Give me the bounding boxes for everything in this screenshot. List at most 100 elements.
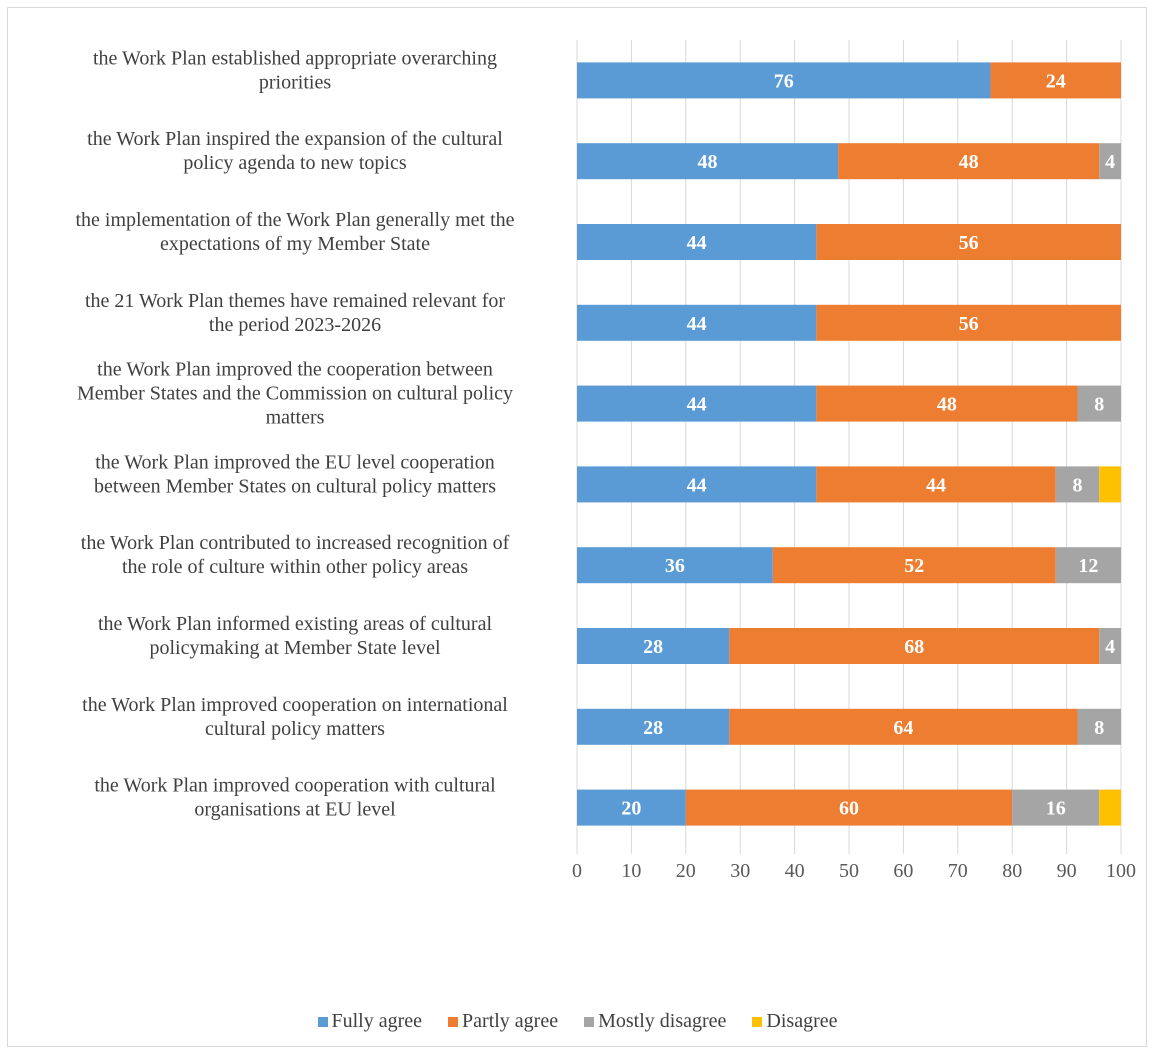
category-label-line: matters [266,407,325,429]
data-label: 44 [926,474,946,496]
data-label: 24 [1046,70,1066,92]
legend-item: Disagree [752,1010,838,1033]
category-label-line: the Work Plan informed existing areas of… [98,613,492,635]
legend-swatch [317,1016,328,1027]
x-tick-label: 50 [839,860,859,882]
bar-segment-mostly-disagree [1099,143,1121,180]
bar-segment-fully-agree [577,385,817,422]
x-tick-label: 60 [893,860,913,882]
bar-segment-fully-agree [577,304,817,341]
category-label: the Work Plan improved cooperation on in… [82,694,508,740]
data-label: 4 [1105,151,1115,173]
data-label: 28 [643,717,663,739]
category-label-line: policy agenda to new topics [183,152,406,174]
category-label-line: the implementation of the Work Plan gene… [75,209,514,231]
x-tick-label: 20 [676,860,696,882]
data-label: 56 [959,232,979,254]
data-label: 8 [1094,394,1104,416]
data-label: 48 [959,151,979,173]
legend-label: Partly agree [462,1010,559,1032]
data-label: 48 [698,151,718,173]
legend-swatch [448,1016,459,1027]
category-label: the Work Plan informed existing areas of… [98,613,492,659]
data-label: 44 [687,313,707,335]
category-labels: the Work Plan established appropriate ov… [75,47,514,820]
category-label-line: organisations at EU level [194,799,396,821]
x-tick-label: 10 [621,860,641,882]
data-label: 48 [937,394,957,416]
chart-frame [7,7,1147,1047]
data-label: 44 [687,394,707,416]
bar-segment-partly-agree [816,304,1121,341]
bar-segment-mostly-disagree [1055,466,1100,503]
data-label: 8 [1072,474,1082,496]
legend-label: Mostly disagree [598,1010,727,1032]
bar-segment-fully-agree [577,547,773,584]
bar-segment-mostly-disagree [1055,547,1121,584]
data-label: 4 [1105,636,1115,658]
x-tick-label: 100 [1106,860,1136,882]
legend: Fully agree Partly agree Mostly disagree Di… [0,1010,1155,1033]
data-label: 16 [1046,798,1066,820]
bar-segment-fully-agree [577,789,686,826]
bar-segment-mostly-disagree [1077,385,1121,422]
category-label: the Work Plan improved the EU level coop… [94,451,496,497]
category-label-line: expectations of my Member State [160,233,430,255]
category-label: the Work Plan improved the cooperation b… [77,359,513,429]
data-label: 44 [687,474,707,496]
data-label: 60 [839,798,859,820]
x-tick-label: 0 [572,860,582,882]
x-tick-label: 70 [948,860,968,882]
category-label-line: cultural policy matters [205,718,385,740]
legend-item: Partly agree [448,1010,558,1033]
x-tick-label: 90 [1057,860,1077,882]
bar-segment-mostly-disagree [1012,789,1100,826]
data-label: 8 [1094,717,1104,739]
bar-segment-partly-agree [729,708,1078,745]
bar-segment-fully-agree [577,628,730,664]
bar-segment-fully-agree [577,224,817,260]
bar-segment-partly-agree [816,385,1078,422]
bar-segment-disagree [1099,789,1121,826]
bar-segment-partly-agree [816,466,1056,503]
data-label: 28 [643,636,663,658]
category-label-line: the role of culture within other policy … [122,556,468,578]
category-label-line: the Work Plan improved the EU level coop… [95,451,495,473]
category-label-line: the Work Plan improved the cooperation b… [97,359,493,381]
data-label: 56 [959,313,979,335]
category-label-line: Member States and the Commission on cult… [77,383,513,405]
bar-segment-partly-agree [816,224,1121,260]
bar-segment-partly-agree [838,143,1100,180]
x-tick-label: 80 [1002,860,1022,882]
data-label: 44 [687,232,707,254]
data-label: 52 [904,555,924,577]
category-label-line: priorities [259,71,331,93]
category-label: the Work Plan contributed to increased r… [81,532,510,578]
category-label-line: the Work Plan established appropriate ov… [93,47,497,69]
bar-segment-fully-agree [577,143,839,180]
legend-swatch [584,1016,595,1027]
bar-segment-mostly-disagree [1077,708,1121,745]
data-label: 76 [774,70,794,92]
bar-segment-partly-agree [772,547,1056,584]
category-label-line: the Work Plan inspired the expansion of … [87,128,503,150]
data-label: 68 [904,636,924,658]
bar-segment-partly-agree [729,628,1100,664]
category-label-line: policymaking at Member State level [149,637,440,659]
category-label: the Work Plan inspired the expansion of … [87,128,503,174]
data-label: 64 [893,717,913,739]
legend-label: Fully agree [331,1010,423,1032]
x-tick-label: 30 [730,860,750,882]
data-label: 36 [665,555,685,577]
legend-item: Fully agree [317,1010,423,1033]
bar-segment-fully-agree [577,62,991,99]
category-label: the 21 Work Plan themes have remained re… [85,290,505,336]
category-label: the Work Plan improved cooperation with … [94,775,496,821]
category-label-line: the Work Plan improved cooperation with … [94,775,496,797]
bar-segment-mostly-disagree [1099,628,1121,664]
legend-swatch [752,1016,763,1027]
bar-segment-partly-agree [990,62,1121,99]
bar-segment-disagree [1099,466,1121,503]
category-label-line: the Work Plan contributed to increased r… [81,532,510,554]
